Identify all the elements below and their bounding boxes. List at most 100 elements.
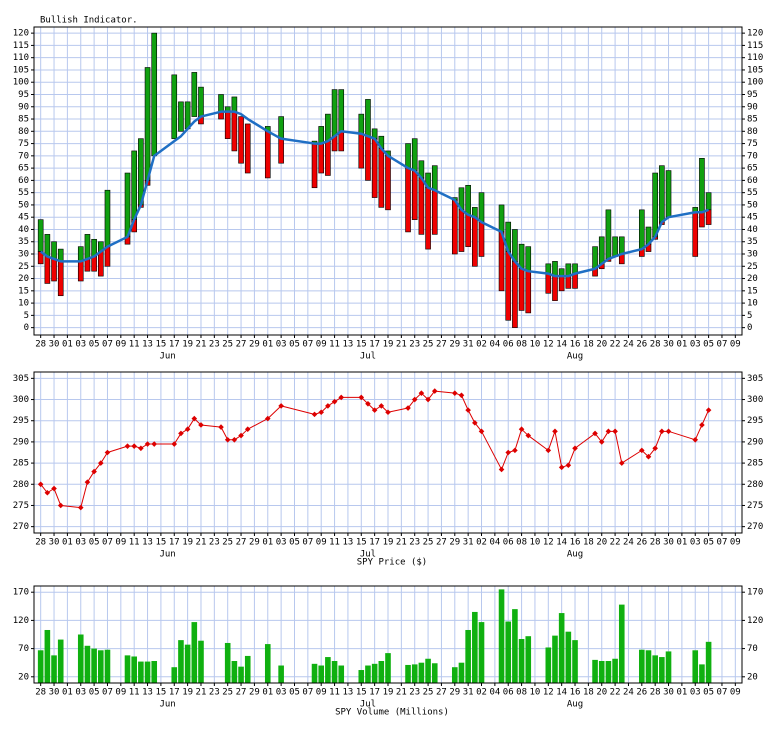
y-tick-label: 0 [24, 323, 29, 333]
price-marker [365, 400, 371, 407]
x-tick-label: 06 [503, 688, 514, 698]
y-tick-label-right: 45 [747, 213, 758, 223]
bar-up [124, 172, 131, 238]
volume-bar [365, 665, 371, 683]
price-marker [97, 460, 104, 466]
price-marker [425, 396, 431, 403]
bar-up [151, 32, 158, 157]
x-tick-label: 16 [570, 538, 581, 548]
bar-down [97, 251, 104, 277]
x-tick-label: 14 [556, 688, 567, 698]
x-tick-label: 03 [276, 538, 287, 548]
x-tick-label: 05 [89, 340, 100, 350]
y-tick-label: 40 [18, 225, 29, 235]
bar-up [405, 143, 411, 169]
x-tick-label: 09 [115, 340, 126, 350]
price-marker [198, 422, 204, 428]
volume-bar [545, 647, 552, 683]
volume-bar [598, 661, 605, 683]
y-tick-label-right: 60 [747, 176, 758, 186]
bar-up [77, 246, 84, 262]
y-tick-label: 25 [18, 262, 29, 272]
price-marker [505, 449, 512, 456]
bar-up [598, 236, 605, 265]
volume-bar [84, 645, 91, 683]
x-tick-label: 09 [730, 538, 741, 548]
x-tick-label: 05 [703, 688, 714, 698]
x-tick-label: 23 [209, 538, 220, 548]
x-tick-label: 25 [423, 340, 434, 350]
x-tick-label: 05 [703, 538, 714, 548]
y-tick-label: 50 [18, 200, 29, 210]
x-tick-label: 04 [489, 340, 500, 350]
month-label: Aug [567, 352, 583, 362]
price-marker [138, 445, 144, 452]
x-tick-label: 19 [383, 340, 394, 350]
y-tick-label-right: 35 [747, 237, 758, 247]
price-marker [331, 398, 338, 405]
bar-down [699, 211, 705, 228]
bar-up [331, 89, 338, 137]
y-tick-label: 70 [18, 151, 29, 161]
y-tick-label-right: 120 [747, 616, 763, 626]
x-tick-label: 07 [302, 340, 313, 350]
x-tick-label: 30 [49, 688, 60, 698]
y-tick-label: 10 [18, 299, 29, 309]
price-marker [37, 481, 44, 488]
bar-down [505, 251, 512, 321]
x-tick-label: 01 [62, 340, 73, 350]
volume-bar [405, 664, 411, 683]
x-tick-label: 09 [730, 340, 741, 350]
volume-bar [498, 589, 505, 683]
bar-down [425, 187, 431, 250]
y-tick-label: 80 [18, 127, 29, 137]
volume-bar [618, 604, 625, 683]
x-tick-label: 24 [623, 688, 634, 698]
x-tick-label: 03 [75, 340, 86, 350]
x-tick-label: 11 [329, 538, 340, 548]
bar-up [478, 192, 485, 223]
volume-bar [418, 662, 425, 683]
x-tick-label: 01 [62, 538, 73, 548]
x-tick-label: 09 [115, 538, 126, 548]
x-tick-label: 23 [209, 688, 220, 698]
y-tick-label: 115 [13, 41, 29, 51]
y-tick-label-right: 285 [747, 459, 763, 469]
y-tick-label-right: 20 [747, 274, 758, 284]
price-marker [692, 436, 699, 443]
y-tick-label-right: 65 [747, 164, 758, 174]
x-tick-label: 11 [129, 340, 140, 350]
y-tick-label: 290 [13, 437, 29, 447]
x-tick-label: 22 [610, 688, 621, 698]
x-tick-label: 29 [449, 688, 460, 698]
volume-bar [572, 640, 578, 683]
y-tick-label: 170 [13, 588, 29, 598]
price-marker [278, 403, 284, 409]
price-marker [264, 415, 271, 422]
volume-bar [51, 655, 57, 683]
x-tick-label: 05 [289, 340, 300, 350]
volume-bar [639, 649, 645, 683]
price-marker [104, 449, 111, 456]
bar-down [705, 209, 712, 225]
y-tick-label: 20 [18, 274, 29, 284]
x-tick-label: 22 [610, 340, 621, 350]
x-tick-label: 01 [262, 688, 273, 698]
y-tick-label-right: 115 [747, 41, 763, 51]
y-tick-label-right: 270 [747, 522, 763, 532]
bar-up [144, 67, 151, 181]
x-tick-label: 27 [236, 538, 247, 548]
x-tick-label: 29 [449, 538, 460, 548]
y-tick-label-right: 290 [747, 437, 763, 447]
y-tick-label: 295 [13, 416, 29, 426]
x-tick-label: 18 [583, 688, 594, 698]
bar-down [325, 140, 331, 176]
y-tick-label: 55 [18, 188, 29, 198]
bar-down [478, 221, 485, 257]
x-tick-label: 05 [89, 538, 100, 548]
y-tick-label-right: 30 [747, 250, 758, 260]
x-tick-label: 01 [676, 688, 687, 698]
bar-up [104, 189, 111, 247]
x-tick-label: 18 [583, 538, 594, 548]
